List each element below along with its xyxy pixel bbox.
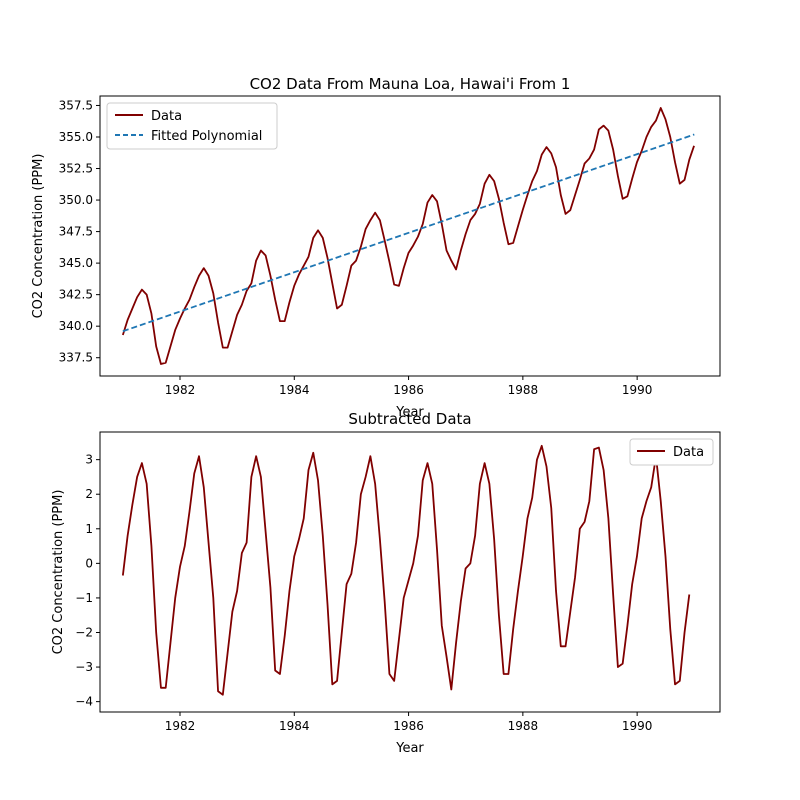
- x-tick-label: 1982: [165, 383, 196, 397]
- plot-area: [122, 107, 695, 365]
- x-tick-label: 1988: [508, 383, 539, 397]
- y-tick-label: 2: [85, 487, 93, 501]
- x-tick-label: 1988: [508, 719, 539, 733]
- co2-chart: CO2 Data From Mauna Loa, Hawai'i From 1 …: [31, 75, 721, 420]
- x-tick-label: 1984: [279, 719, 310, 733]
- axes-frame: [99, 95, 721, 377]
- y-tick-label: 350.0: [59, 193, 93, 207]
- x-axis-label: Year: [395, 741, 424, 756]
- y-tick-label: 352.5: [59, 162, 93, 176]
- x-tick-label: 1990: [622, 383, 653, 397]
- legend-entry-data: Data: [151, 109, 182, 124]
- y-tick-label: 345.0: [59, 256, 93, 270]
- series-line-fitted-polynomial: [122, 133, 695, 333]
- axis-ticks: 1982 1984 1986 1988 1990 337.5 340.0 342.5 345.0…: [59, 98, 653, 397]
- y-tick-label: −4: [75, 695, 93, 709]
- axis-ticks: 1982 1984 1986 1988 1990 −4 −3 −2 −1 0 1 2 3: [75, 453, 652, 733]
- plot-area: [121, 444, 691, 696]
- series-line-data: [121, 444, 691, 696]
- legend-entry-fit: Fitted Polynomial: [151, 129, 262, 144]
- subtracted-chart: Subtracted Data Year CO2 Concentration (…: [51, 410, 721, 756]
- y-axis-label: CO2 Concentration (PPM): [31, 154, 46, 319]
- y-tick-label: 340.0: [59, 319, 93, 333]
- x-tick-label: 1984: [279, 383, 310, 397]
- x-tick-label: 1990: [622, 719, 653, 733]
- y-tick-label: 347.5: [59, 225, 93, 239]
- y-axis-label: CO2 Concentration (PPM): [51, 490, 66, 655]
- series-line-data: [122, 107, 695, 365]
- y-tick-label: 357.5: [59, 98, 93, 112]
- chart-title: Subtracted Data: [348, 410, 471, 428]
- axes-frame: [99, 431, 721, 713]
- y-tick-label: −1: [75, 591, 93, 605]
- legend: Data: [629, 438, 714, 466]
- x-axis-label: Year: [395, 405, 424, 420]
- y-tick-label: 355.0: [59, 130, 93, 144]
- legend-entry-data: Data: [673, 445, 704, 460]
- x-tick-label: 1986: [393, 719, 424, 733]
- x-tick-label: 1986: [393, 383, 424, 397]
- y-tick-label: 342.5: [59, 288, 93, 302]
- y-tick-label: 3: [85, 453, 93, 467]
- y-tick-label: −3: [75, 660, 93, 674]
- x-tick-label: 1982: [165, 719, 196, 733]
- legend: Data Fitted Polynomial: [106, 102, 278, 150]
- chart-title: CO2 Data From Mauna Loa, Hawai'i From 1: [250, 75, 571, 93]
- y-tick-label: 0: [85, 556, 93, 570]
- y-tick-label: 337.5: [59, 351, 93, 365]
- y-tick-label: −2: [75, 625, 93, 639]
- y-tick-label: 1: [85, 522, 93, 536]
